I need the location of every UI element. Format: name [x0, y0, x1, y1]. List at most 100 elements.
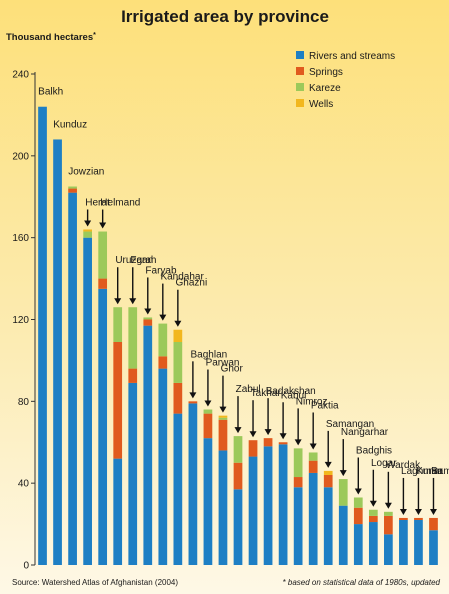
bar-ghazni-wells [173, 329, 183, 343]
y-tick-label: 160 [12, 233, 29, 244]
category-label: Kabul [281, 390, 307, 401]
category-label: Faryab [145, 265, 177, 276]
legend: Rivers and streams Springs Kareze Wells [296, 51, 395, 110]
bar-nimroz-rivers-and-streams [293, 487, 303, 565]
pointer-arrow-head [339, 470, 347, 477]
pointer-arrow-head [264, 429, 272, 436]
legend-swatch [296, 83, 304, 91]
bar-logar-springs [368, 515, 378, 523]
bar-nangarhar-rivers-and-streams [338, 505, 348, 565]
category-label: Kunduz [53, 119, 87, 130]
pointer-arrow-head [294, 439, 302, 446]
category-label: Badakshan [266, 386, 316, 397]
pointer-arrow-head [429, 508, 437, 515]
bar-kandahar-kareze [158, 323, 168, 357]
bar-nimroz-kareze [293, 448, 303, 478]
pointer-arrow-head [189, 392, 197, 399]
bar-wardak-springs [384, 515, 393, 535]
y-axis-title-text: Thousand hectares [6, 32, 93, 43]
y-axis-title: Thousand hectares* [6, 32, 96, 43]
bar-samangan-rivers-and-streams [323, 487, 333, 565]
bar-helmand-rivers-and-streams [98, 288, 108, 565]
bar-herat-kareze [83, 231, 92, 238]
pointer-arrow-head [354, 488, 362, 495]
bar-ghor-springs [218, 419, 228, 451]
category-label: Herat [85, 197, 110, 208]
bar-helmand-springs [98, 278, 108, 289]
bar-ghor-kareze [218, 417, 228, 420]
pointer-arrow-head [174, 320, 182, 327]
category-label: Logar [371, 458, 397, 469]
bar-jowzian-rivers-and-streams [68, 192, 77, 566]
bar-baghlan-springs [188, 401, 198, 404]
y-tick-label: 0 [23, 561, 29, 572]
pointer-arrow-head [309, 443, 317, 450]
bar-samangan-wells [323, 470, 333, 475]
pointer-arrow-head [159, 314, 167, 321]
bar-bamyan-springs [429, 517, 438, 531]
pointer-arrow-head [114, 298, 122, 305]
pointer-arrow-head [129, 298, 137, 305]
bar-farah-kareze [128, 307, 138, 369]
bar-jowzian-springs [68, 188, 77, 193]
y-axis-title-marker: * [93, 32, 96, 39]
bar-faryab-springs [143, 319, 153, 326]
bar-herat-rivers-and-streams [83, 237, 92, 565]
legend-label: Rivers and streams [309, 51, 395, 62]
bar-ghazni-kareze [173, 342, 183, 383]
category-label: Baghlan [191, 349, 228, 360]
category-label: Paktia [311, 400, 339, 411]
y-tick-label: 200 [12, 151, 29, 162]
category-label: Badghis [356, 445, 392, 456]
bar-samangan-springs [323, 474, 333, 488]
bar-zabul-springs [233, 462, 243, 490]
category-label: Ghazni [175, 278, 207, 289]
pointer-arrow-head [369, 500, 377, 507]
category-label: Parwan [206, 358, 240, 369]
category-label: Helmand [100, 198, 140, 209]
pointer-arrow-head [99, 222, 107, 229]
bar-wardak-kareze [384, 511, 393, 516]
legend-swatch [296, 99, 304, 107]
bar-parwan-springs [203, 413, 213, 439]
bar-uruzgan-rivers-and-streams [113, 458, 123, 565]
y-tick-label: 80 [18, 397, 30, 408]
pointer-arrow-head [384, 502, 392, 509]
bar-ghor-wells [218, 415, 228, 418]
category-label: Balkh [38, 87, 63, 98]
bar-logar-kareze [368, 509, 378, 516]
bar-herat-wells [83, 229, 92, 232]
bar-uruzgan-kareze [113, 307, 123, 343]
category-label: Bamyan [431, 466, 449, 477]
category-label: Wardak [386, 460, 421, 471]
pointer-arrow-head [249, 431, 257, 438]
arrows-group [84, 209, 437, 515]
bar-uruzgan-springs [113, 342, 123, 459]
legend-label: Kareze [309, 83, 341, 94]
bar-bamyan-rivers-and-streams [429, 530, 438, 565]
legend-swatch [296, 51, 304, 59]
y-axis: 0 40 80 120 160 200 240 [12, 70, 36, 572]
bar-kunar-rivers-and-streams [414, 519, 423, 565]
bar-ghazni-rivers-and-streams [173, 413, 183, 565]
bar-logar-rivers-and-streams [368, 522, 378, 565]
bar-parwan-rivers-and-streams [203, 438, 213, 565]
category-label: Kunar [416, 466, 443, 477]
bar-takhar-springs [248, 440, 258, 457]
bar-badakshan-springs [263, 438, 273, 447]
category-label: Jowzian [68, 167, 104, 178]
pointer-arrow-head [279, 433, 287, 440]
pointer-arrow-head [324, 461, 332, 468]
category-label: Samangan [326, 419, 374, 430]
pointer-arrow-head [144, 308, 152, 315]
category-label: Ghor [221, 364, 244, 375]
bar-helmand-kareze [98, 231, 108, 279]
bar-ghazni-springs [173, 382, 183, 414]
pointer-arrow-head [219, 406, 227, 413]
category-label: Uruzgan [115, 255, 153, 266]
bar-jowzian-kareze [68, 186, 77, 189]
bar-faryab-rivers-and-streams [143, 325, 153, 565]
bar-nangarhar-kareze [338, 479, 348, 506]
